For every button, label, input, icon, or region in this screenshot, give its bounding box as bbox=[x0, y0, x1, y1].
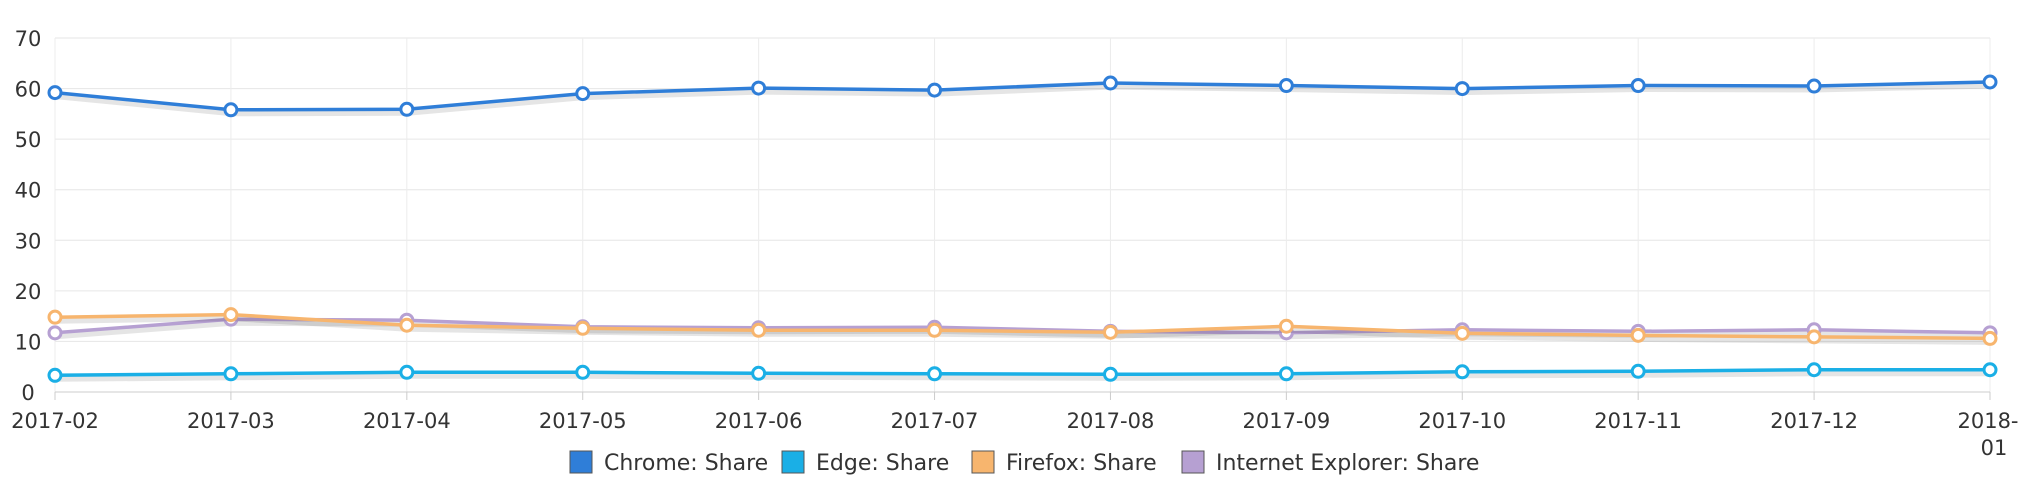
data-point[interactable] bbox=[399, 364, 415, 380]
x-tick-label: 2017-02 bbox=[11, 409, 99, 433]
legend-item[interactable]: Internet Explorer: Share bbox=[1181, 450, 1479, 476]
series-group bbox=[47, 74, 1998, 383]
data-point[interactable] bbox=[1454, 364, 1470, 380]
y-tick-label: 10 bbox=[15, 330, 42, 354]
y-tick-label: 60 bbox=[15, 78, 42, 102]
data-point[interactable] bbox=[1102, 366, 1118, 382]
data-point[interactable] bbox=[1454, 81, 1470, 97]
y-tick-label: 20 bbox=[15, 280, 42, 304]
data-point[interactable] bbox=[751, 365, 767, 381]
data-point[interactable] bbox=[1982, 330, 1998, 346]
data-point[interactable] bbox=[47, 85, 63, 101]
data-point[interactable] bbox=[1102, 324, 1118, 340]
data-point[interactable] bbox=[927, 366, 943, 382]
legend-label: Chrome: Share bbox=[604, 451, 768, 476]
data-point[interactable] bbox=[575, 320, 591, 336]
y-tick-label: 40 bbox=[15, 179, 42, 203]
data-point[interactable] bbox=[1102, 75, 1118, 91]
data-point[interactable] bbox=[927, 322, 943, 338]
y-tick-label: 0 bbox=[21, 381, 34, 405]
x-tick-label: 2017-12 bbox=[1770, 409, 1858, 433]
legend[interactable]: Chrome: Share Edge: Share Firefox: Share In… bbox=[569, 450, 1479, 476]
axes: 0 10 20 30 40 50 60 70 2017-02 2017-03 2017-04 2017… bbox=[11, 27, 2018, 460]
series-line bbox=[54, 317, 1991, 335]
data-point[interactable] bbox=[399, 101, 415, 117]
data-point[interactable] bbox=[927, 82, 943, 98]
series-line bbox=[54, 367, 1990, 378]
x-tick-label: 2017-07 bbox=[891, 409, 979, 433]
data-point[interactable] bbox=[1630, 327, 1646, 343]
x-tick-label: 2017-09 bbox=[1242, 409, 1330, 433]
data-point[interactable] bbox=[1278, 78, 1294, 94]
data-point[interactable] bbox=[223, 102, 239, 118]
series-line-shadow bbox=[55, 314, 1992, 345]
data-point[interactable] bbox=[1806, 362, 1822, 378]
data-point[interactable] bbox=[223, 307, 239, 323]
data-point[interactable] bbox=[1454, 325, 1470, 341]
legend-label: Edge: Share bbox=[816, 451, 949, 476]
data-point[interactable] bbox=[1630, 363, 1646, 379]
series-line-shadow bbox=[55, 369, 1991, 382]
legend-label: Internet Explorer: Share bbox=[1216, 451, 1479, 476]
legend-item[interactable]: Firefox: Share bbox=[971, 450, 1157, 476]
y-tick-label: 50 bbox=[15, 128, 42, 152]
x-tick-label: 2017-03 bbox=[187, 409, 275, 433]
series-firefox-share bbox=[47, 307, 1998, 346]
data-point[interactable] bbox=[47, 309, 63, 325]
data-point[interactable] bbox=[399, 317, 415, 333]
x-tick-label: 2017-04 bbox=[363, 409, 451, 433]
x-tick-label: 2017-11 bbox=[1594, 409, 1682, 433]
data-point[interactable] bbox=[575, 86, 591, 102]
x-tick-label: 2018-01 bbox=[1957, 409, 2018, 460]
legend-swatch bbox=[569, 450, 593, 474]
data-point[interactable] bbox=[1278, 318, 1294, 334]
data-point[interactable] bbox=[575, 364, 591, 380]
y-tick-label: 70 bbox=[15, 27, 42, 51]
legend-swatch bbox=[971, 450, 995, 474]
data-point[interactable] bbox=[1806, 78, 1822, 94]
data-point[interactable] bbox=[1278, 366, 1294, 382]
x-tick-label: 2017-10 bbox=[1418, 409, 1506, 433]
data-point[interactable] bbox=[47, 325, 63, 341]
legend-swatch bbox=[781, 450, 805, 474]
x-tick-label: 2017-08 bbox=[1067, 409, 1155, 433]
series-chrome-share bbox=[47, 74, 1998, 118]
legend-label: Firefox: Share bbox=[1006, 451, 1157, 476]
x-tick-label: 2017-06 bbox=[715, 409, 803, 433]
data-point[interactable] bbox=[751, 80, 767, 96]
series-edge-share bbox=[47, 362, 1998, 383]
data-point[interactable] bbox=[1982, 362, 1998, 378]
data-point[interactable] bbox=[1630, 78, 1646, 94]
x-tick-label: 2017-05 bbox=[539, 409, 627, 433]
data-point[interactable] bbox=[47, 367, 63, 383]
series-line-shadow bbox=[55, 81, 1992, 117]
legend-item[interactable]: Edge: Share bbox=[781, 450, 949, 476]
legend-item[interactable]: Chrome: Share bbox=[569, 450, 768, 476]
series-line bbox=[54, 80, 1991, 112]
legend-swatch bbox=[1181, 450, 1205, 474]
data-point[interactable] bbox=[223, 366, 239, 382]
data-point[interactable] bbox=[1982, 74, 1998, 90]
y-tick-label: 30 bbox=[15, 229, 42, 253]
data-point[interactable] bbox=[1806, 329, 1822, 345]
data-point[interactable] bbox=[751, 322, 767, 338]
series-line bbox=[54, 312, 1991, 341]
